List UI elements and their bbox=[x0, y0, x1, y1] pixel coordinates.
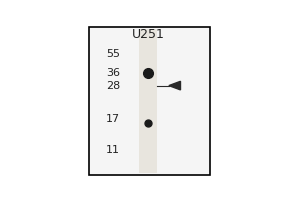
Text: 17: 17 bbox=[106, 114, 120, 124]
Bar bbox=[89, 27, 210, 175]
Bar bbox=[139, 29, 157, 173]
Text: 55: 55 bbox=[106, 49, 120, 59]
Text: 36: 36 bbox=[106, 68, 120, 78]
Polygon shape bbox=[169, 81, 181, 90]
Text: 28: 28 bbox=[106, 81, 120, 91]
Text: U251: U251 bbox=[131, 28, 164, 41]
Text: 11: 11 bbox=[106, 145, 120, 155]
